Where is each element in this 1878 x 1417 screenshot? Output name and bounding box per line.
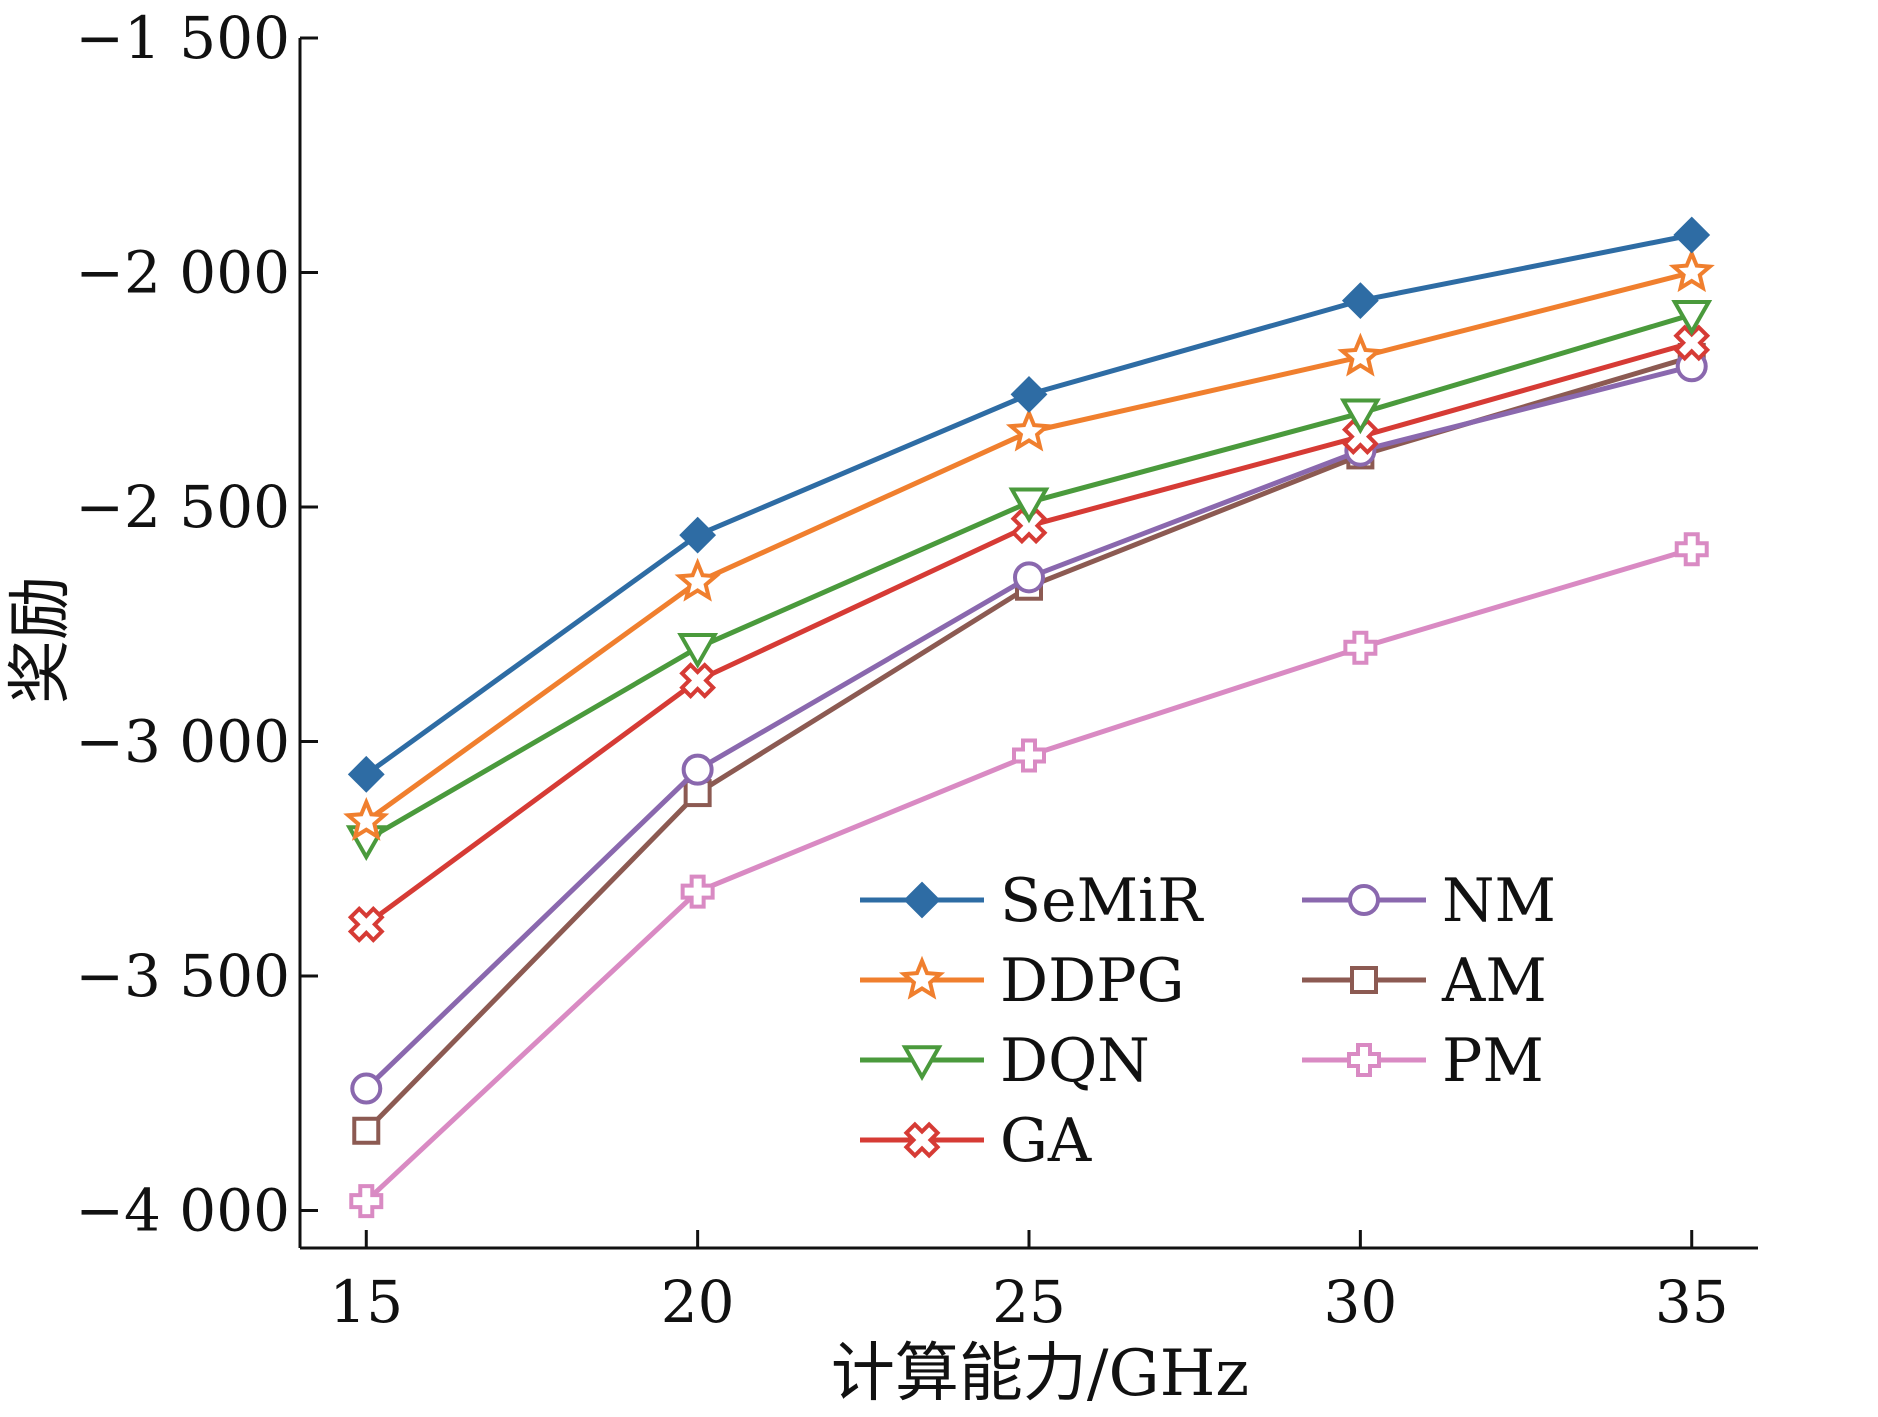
y-tick-label: −3 000 [75,707,290,775]
data-point-semir [347,755,385,793]
legend-item-am: AM [1302,946,1547,1016]
data-point-ga [679,662,717,699]
data-point-ddpg [1005,407,1053,452]
x-tick-label: 35 [1655,1268,1729,1336]
x-tick-label: 30 [1323,1268,1397,1336]
data-point-dqn [1671,299,1713,336]
data-point-ddpg [343,796,390,841]
series-dqn [345,299,1713,862]
legend-label: NM [1442,866,1556,936]
legend-marker [901,1045,943,1082]
data-point-pm [1343,630,1378,665]
legend-marker [903,1121,941,1159]
data-point-semir [679,516,717,554]
legend-marker [1350,966,1378,994]
legend-label: DDPG [1000,946,1185,1016]
data-point-semir [1010,376,1048,413]
y-tick-label: −4 000 [75,1176,290,1244]
y-axis-label: 奖励 [4,576,78,704]
data-point-semir [1341,282,1379,320]
legend-marker [1348,884,1380,916]
data-point-ddpg [1668,248,1715,293]
data-point-nm [350,1072,383,1105]
series-semir [347,216,1711,793]
legend: SeMiR DDPG DQN GA NM AM PM [860,866,1556,1176]
data-point-nm [1013,561,1045,594]
data-point-pm [1674,532,1709,567]
data-point-am [352,1116,381,1145]
legend-item-pm: PM [1302,1026,1544,1096]
x-tick-label: 25 [992,1268,1066,1336]
y-tick-label: −1 500 [75,4,290,72]
series-ddpg [343,248,1715,841]
data-point-pm [680,874,715,909]
x-axis-label: 计算能力/GHz [831,1337,1249,1411]
legend-item-ga: GA [860,1106,1092,1176]
legend-marker [1347,1043,1381,1077]
y-tick-label: −2 500 [75,473,290,541]
legend-item-dqn: DQN [860,1026,1150,1096]
legend-item-nm: NM [1302,866,1556,936]
series-pm [349,532,1709,1219]
legend-marker [898,955,946,1000]
data-point-nm [681,753,714,786]
data-point-ga [1673,324,1711,362]
x-ticks: 15 20 25 30 35 [329,1230,1729,1336]
legend-item-ddpg: DDPG [860,946,1185,1016]
legend-marker [903,881,941,919]
data-point-semir [1673,216,1711,254]
legend-item-semir: SeMiR [860,866,1204,936]
series-layer [343,216,1715,1219]
data-point-pm [1012,738,1046,773]
data-point-pm [349,1184,384,1219]
legend-label: PM [1442,1026,1544,1096]
x-tick-label: 15 [329,1268,403,1336]
data-point-dqn [677,632,719,669]
data-point-ddpg [1337,332,1384,377]
data-point-ga [347,905,385,943]
series-nm [350,350,1708,1105]
y-ticks: −1 500 −2 000 −2 500 −3 000 −3 500 −4 000 [75,4,318,1244]
y-tick-label: −3 500 [75,942,290,1010]
legend-label: GA [1000,1106,1092,1176]
data-point-dqn [1339,398,1381,435]
legend-label: SeMiR [1000,866,1204,936]
data-point-ddpg [674,557,721,602]
x-tick-label: 20 [661,1268,735,1336]
legend-label: DQN [1000,1026,1150,1096]
y-tick-label: −2 000 [75,238,290,306]
data-point-dqn [1008,487,1050,524]
legend-label: AM [1441,946,1547,1016]
